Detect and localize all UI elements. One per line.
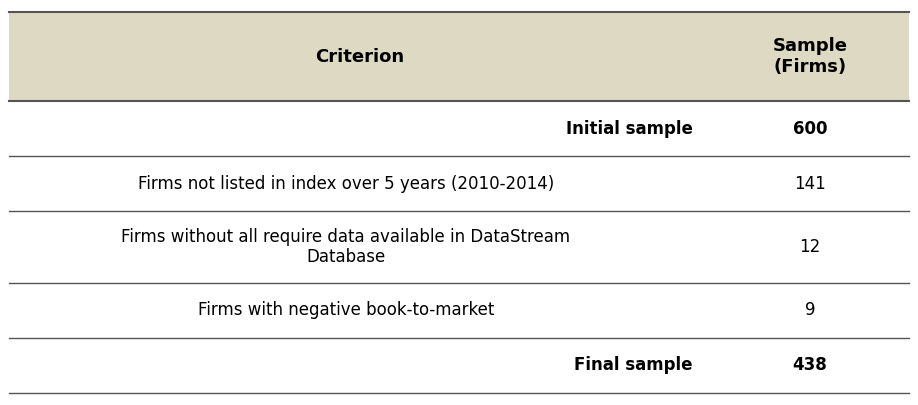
- Text: Final sample: Final sample: [574, 356, 692, 374]
- Text: Firms without all require data available in DataStream
Database: Firms without all require data available…: [121, 228, 571, 266]
- Text: 438: 438: [792, 356, 827, 374]
- Text: 600: 600: [792, 120, 827, 138]
- Text: Sample
(Firms): Sample (Firms): [772, 37, 847, 76]
- Text: Firms not listed in index over 5 years (2010-2014): Firms not listed in index over 5 years (…: [138, 175, 554, 193]
- Text: Firms with negative book-to-market: Firms with negative book-to-market: [197, 301, 494, 319]
- Text: Criterion: Criterion: [316, 48, 405, 66]
- Text: 141: 141: [794, 175, 825, 193]
- Text: 9: 9: [804, 301, 815, 319]
- Text: 12: 12: [800, 238, 821, 256]
- FancyBboxPatch shape: [9, 12, 909, 101]
- Text: Initial sample: Initial sample: [565, 120, 692, 138]
